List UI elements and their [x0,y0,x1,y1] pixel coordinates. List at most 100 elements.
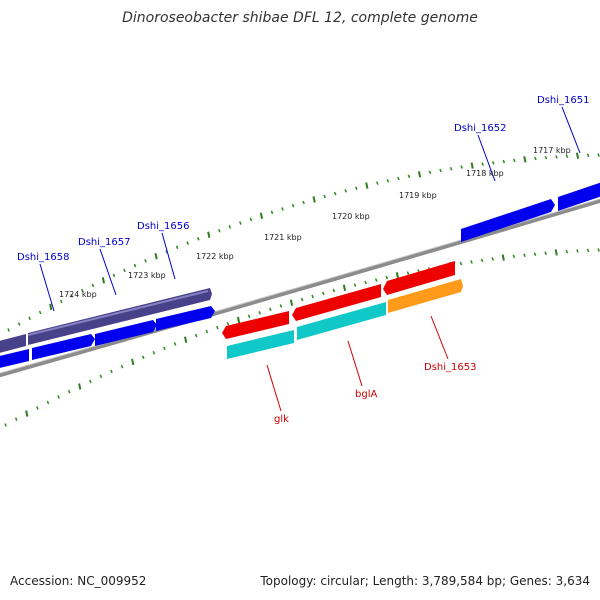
tick-mark [512,158,516,163]
tick-mark [332,288,336,293]
kbp-tick-label: 1724 kbp [59,290,97,299]
gene-reverse-red-3[interactable] [383,261,455,295]
tick-mark [344,189,348,193]
genome-backbone-highlight [0,198,600,374]
tick-mark [575,152,580,159]
gene-reverse-red-2[interactable] [292,284,381,321]
genome-backbone [0,198,600,378]
tick-mark [268,307,272,312]
tick-mark [342,284,347,291]
inner-tick-ring [4,248,600,427]
tick-mark [555,155,558,159]
gene-bglA[interactable] [297,302,386,340]
tick-mark [439,168,442,173]
label-leader-line [561,106,581,154]
tick-mark [364,280,367,285]
tick-mark [480,258,484,263]
tick-mark [152,350,156,355]
genome-summary: Topology: circular; Length: 3,789,584 bp… [260,574,590,588]
tick-mark [385,275,389,280]
outer-tick-ring [7,152,600,332]
gene-label: bglA [355,389,377,400]
tick-mark [449,166,453,171]
gene-label: Dshi_1653 [424,362,476,373]
gene-dshi-1658[interactable] [0,349,29,369]
tick-mark [407,174,411,179]
tick-mark [565,249,569,254]
tick-mark [205,329,209,334]
tick-mark [4,423,7,427]
label-leader-line [430,315,449,360]
kbp-tick-label: 1717 kbp [533,146,571,155]
tick-mark [460,165,463,169]
tick-mark [236,316,241,324]
tick-mark [321,291,325,296]
tick-mark [217,228,221,233]
tick-mark [481,162,485,166]
tick-mark [186,241,190,245]
accession-text: Accession: NC_009952 [10,574,147,588]
tick-mark [120,364,124,369]
gene-dshi-1658-rna[interactable] [0,334,26,354]
tick-mark [70,294,74,298]
tick-mark [523,253,526,258]
tick-mark [554,249,558,256]
tick-mark [470,260,473,264]
gene-dshi-1653[interactable] [388,279,463,313]
tick-mark [7,328,10,332]
tick-mark [78,383,82,390]
tick-mark [300,297,304,302]
label-leader-line [477,134,496,182]
gene-dshi-1651[interactable] [558,181,600,211]
tick-mark [59,299,63,304]
gene-glk-partner[interactable] [222,311,289,339]
gene-glk[interactable] [227,330,294,359]
tick-mark [101,277,106,284]
tick-mark [386,178,390,183]
tick-mark [36,406,39,410]
gene-dshi-1652[interactable] [461,199,555,242]
gene-label: Dshi_1657 [78,237,130,248]
tick-mark [249,217,253,222]
gene-dshi-1656[interactable] [95,320,157,346]
tick-mark [228,225,232,229]
label-leader-line [347,340,363,387]
kbp-tick-label: 1718 kbp [466,169,504,178]
tick-mark [597,153,600,157]
tick-mark [67,389,71,394]
gene-label: Dshi_1658 [17,252,69,263]
tick-mark [365,182,369,189]
tick-mark [279,304,283,308]
kbp-labels: 1724 kbp 1723 kbp 1722 kbp 1721 kbp 1720 kbp… [59,146,571,299]
tick-mark [131,358,135,366]
tick-mark [57,395,60,399]
tick-mark [289,299,294,306]
tick-mark [81,288,84,293]
tick-mark [196,237,200,241]
tick-mark [49,303,53,311]
tick-mark [323,194,327,199]
gene-dshi-1657[interactable] [32,334,95,360]
tick-mark [502,159,506,164]
tick-mark [291,203,295,208]
gene-dshi-1655[interactable] [156,306,215,331]
label-leader-line [39,263,55,312]
label-leader-line [161,232,176,280]
kbp-tick-label: 1720 kbp [332,212,370,221]
gene-labels: Dshi_1658 Dshi_1657 Dshi_1656 Dshi_1652 Dshi… [17,95,589,425]
label-leader-line [266,364,282,412]
tick-mark [395,272,399,279]
tick-mark [165,249,168,254]
tick-mark [175,245,179,250]
map-title: Dinoroseobacter shibae DFL 12, complete … [122,10,478,26]
tick-mark [259,212,264,220]
tick-mark [353,283,357,287]
tick-mark [565,154,569,159]
tick-mark [397,176,400,181]
tick-mark [28,316,32,321]
gene-label: glk [274,414,289,425]
tick-mark [25,410,29,417]
tick-mark [207,231,211,238]
gene-label: Dshi_1652 [454,123,506,134]
tick-mark [312,196,316,203]
